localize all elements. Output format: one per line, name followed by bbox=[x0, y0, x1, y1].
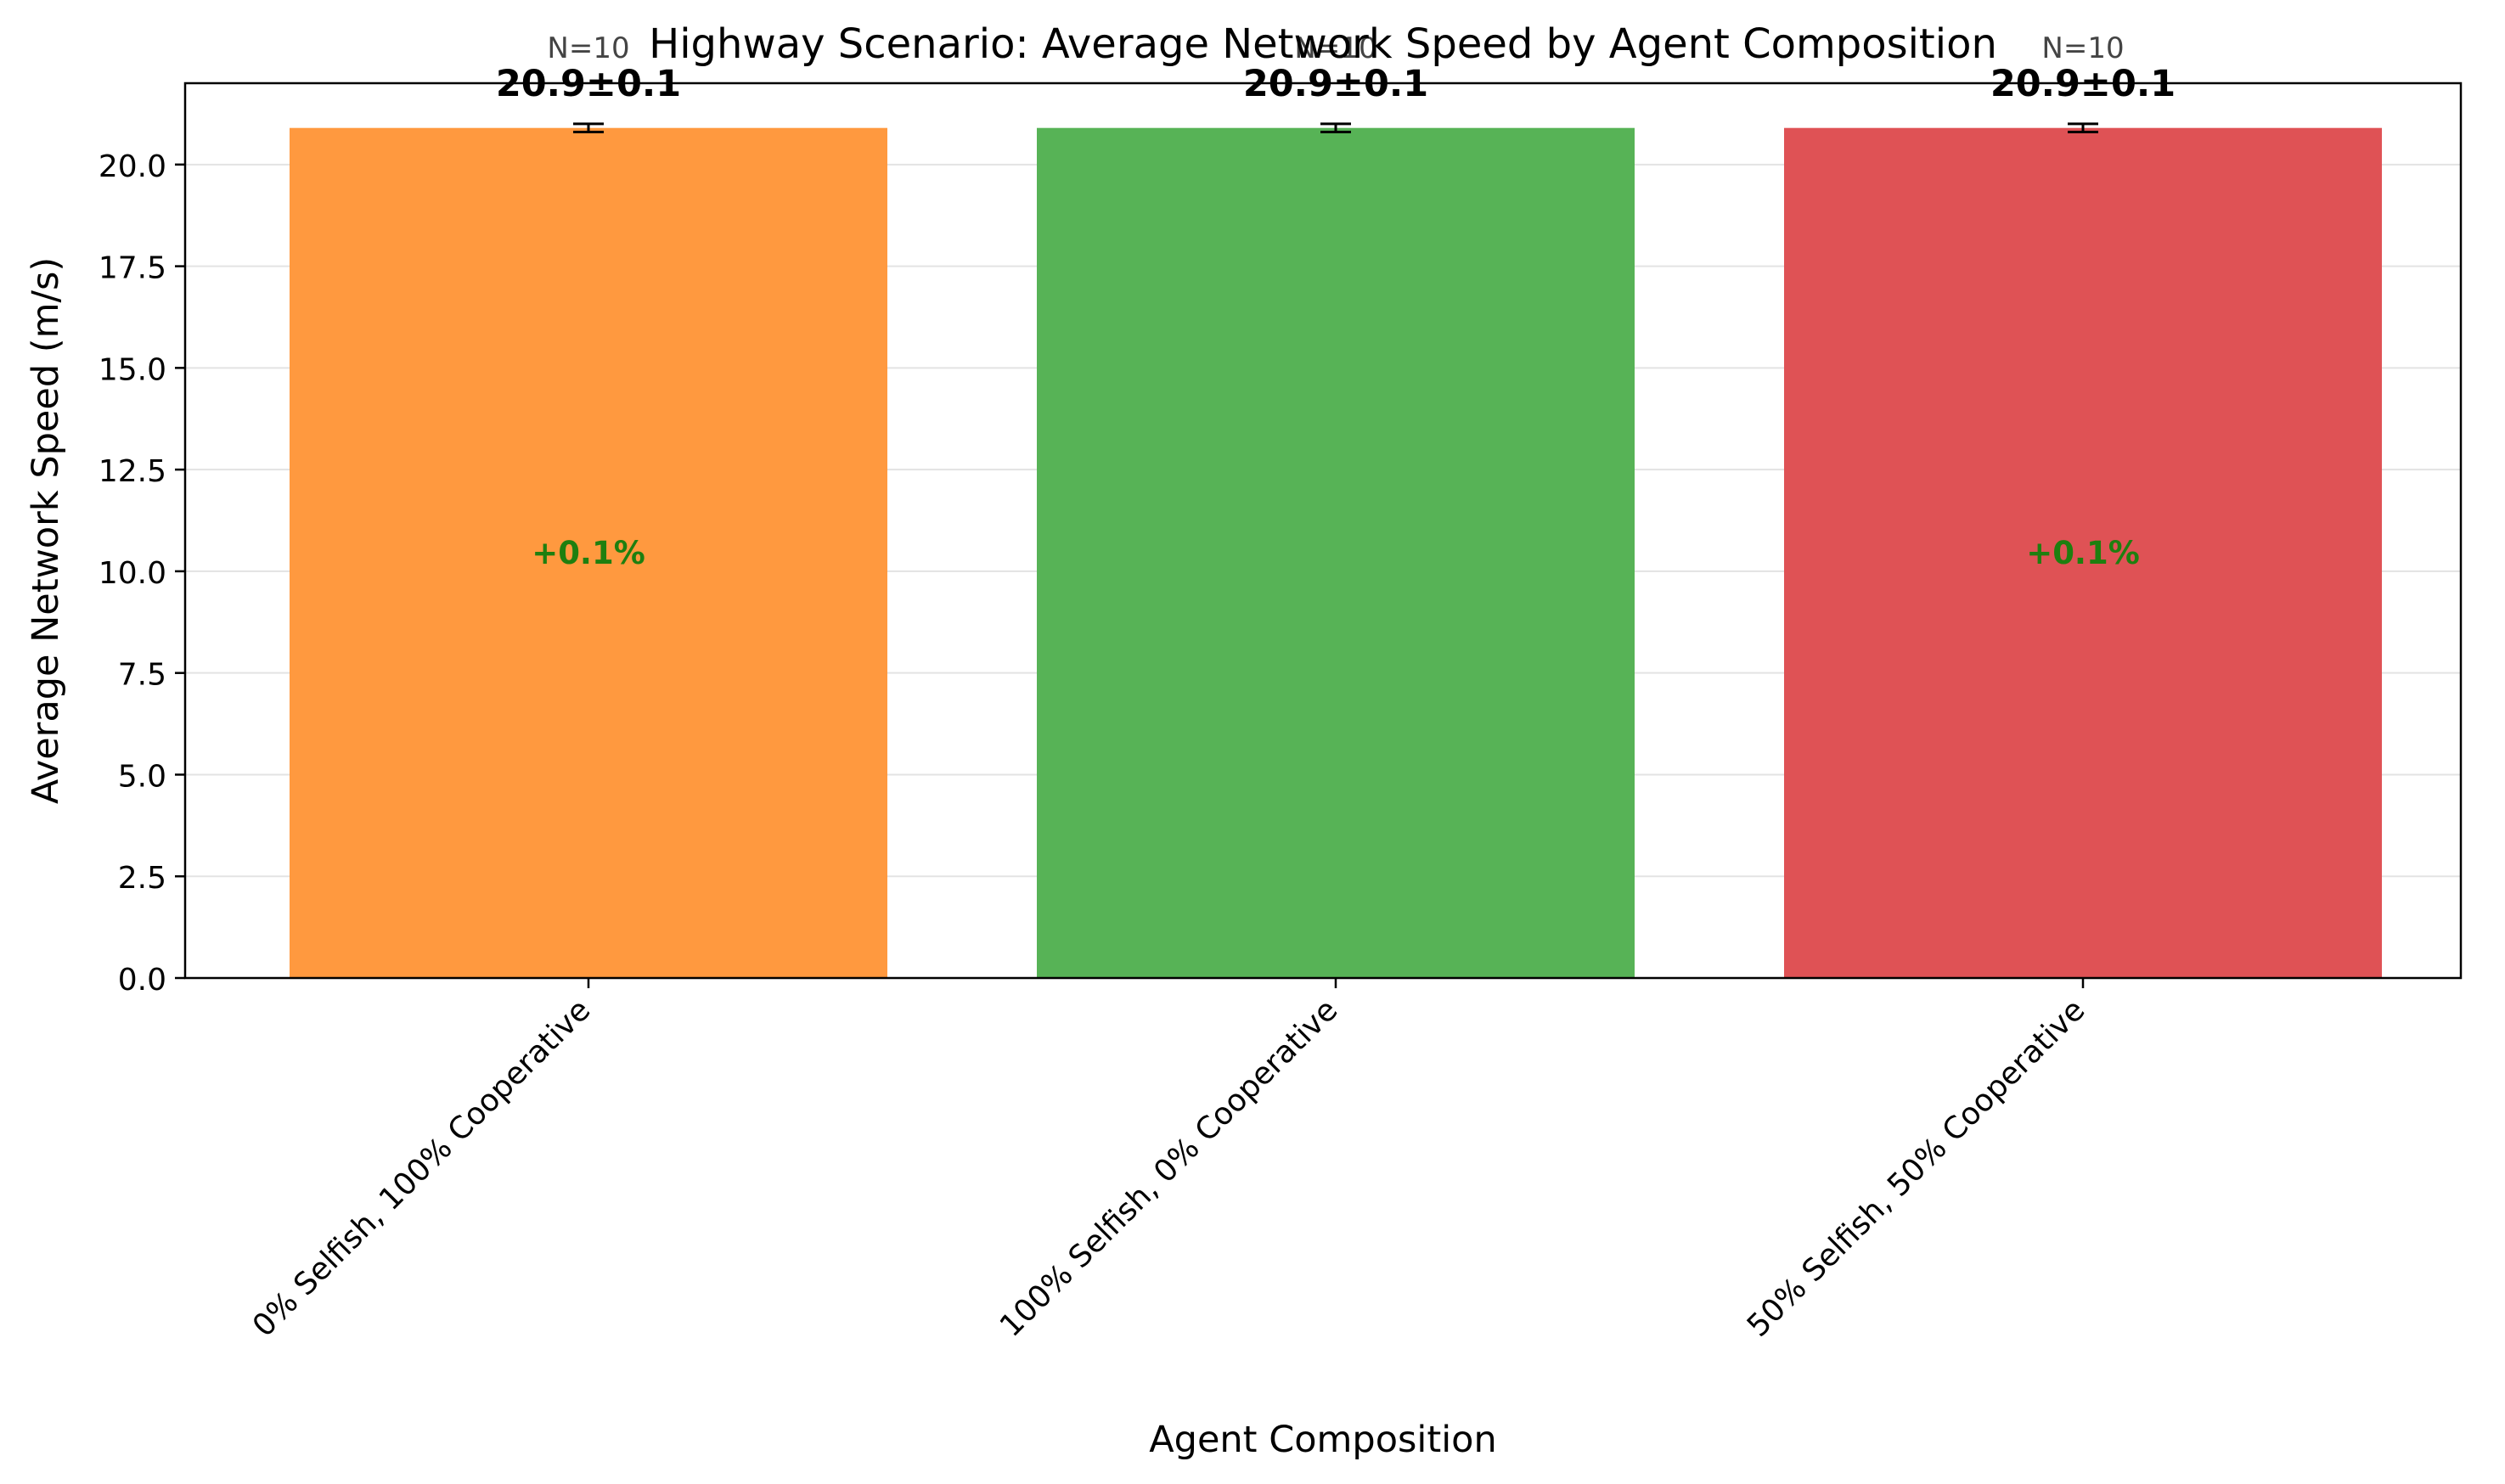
bar bbox=[290, 127, 887, 978]
y-tick-label: 20.0 bbox=[99, 149, 166, 184]
sample-size-label: N=10 bbox=[1294, 31, 1376, 65]
bar-labels: N=1020.9±0.1+0.1%N=1020.9±0.1N=1020.9±0.… bbox=[496, 31, 2176, 571]
sample-size-label: N=10 bbox=[547, 31, 629, 65]
y-tick-label: 15.0 bbox=[99, 352, 166, 387]
change-label: +0.1% bbox=[2026, 535, 2140, 571]
y-tick-label: 2.5 bbox=[118, 861, 166, 896]
x-axis-label: Agent Composition bbox=[1149, 1419, 1497, 1461]
y-axis: 0.0 2.5 5.0 7.5 10.0 12.5 15.0 17.5 20.0 bbox=[99, 149, 185, 998]
y-tick-label: 10.0 bbox=[99, 556, 166, 591]
value-label: 20.9±0.1 bbox=[496, 63, 681, 105]
y-tick-label: 5.0 bbox=[118, 759, 166, 794]
sample-size-label: N=10 bbox=[2041, 31, 2124, 65]
value-label: 20.9±0.1 bbox=[1990, 63, 2176, 105]
plot-frame bbox=[183, 82, 2463, 980]
value-label: 20.9±0.1 bbox=[1243, 63, 1428, 105]
chart-title: Highway Scenario: Average Network Speed … bbox=[649, 20, 1997, 68]
bars bbox=[290, 127, 2382, 978]
y-tick-label: 17.5 bbox=[99, 251, 166, 286]
y-tick-label: 12.5 bbox=[99, 454, 166, 489]
y-axis-label: Average Network Speed (m/s) bbox=[25, 257, 67, 804]
y-tick-label: 0.0 bbox=[118, 963, 166, 998]
bar bbox=[1037, 127, 1635, 978]
change-label: +0.1% bbox=[532, 535, 645, 571]
bar bbox=[1784, 127, 2382, 978]
y-tick-label: 7.5 bbox=[118, 658, 166, 693]
